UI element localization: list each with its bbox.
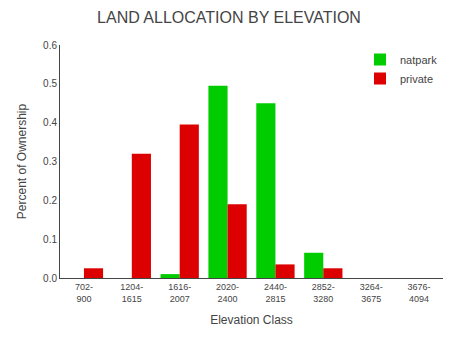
svg-text:2020-2400: 2020-2400 (216, 282, 239, 304)
svg-text:0.2: 0.2 (43, 195, 57, 206)
svg-text:2852-3280: 2852-3280 (312, 282, 335, 304)
svg-text:private: private (400, 73, 433, 85)
svg-text:0.1: 0.1 (43, 234, 57, 245)
svg-text:2440-2815: 2440-2815 (264, 282, 287, 304)
svg-text:natpark: natpark (400, 54, 437, 66)
svg-text:Elevation Class: Elevation Class (210, 313, 293, 327)
svg-text:0.6: 0.6 (43, 40, 57, 51)
svg-text:3264-3675: 3264-3675 (360, 282, 383, 304)
svg-text:0.5: 0.5 (43, 78, 57, 89)
svg-text:3676-4094: 3676-4094 (408, 282, 431, 304)
svg-text:LAND ALLOCATION BY ELEVATION: LAND ALLOCATION BY ELEVATION (97, 9, 361, 26)
svg-text:0.4: 0.4 (43, 117, 57, 128)
svg-text:702-900: 702-900 (75, 282, 93, 304)
svg-text:1204-1615: 1204-1615 (120, 282, 143, 304)
svg-text:Percent of Ownership: Percent of Ownership (15, 103, 29, 219)
svg-text:1616-2007: 1616-2007 (168, 282, 191, 304)
svg-text:0.0: 0.0 (43, 273, 57, 284)
svg-text:0.3: 0.3 (43, 156, 57, 167)
